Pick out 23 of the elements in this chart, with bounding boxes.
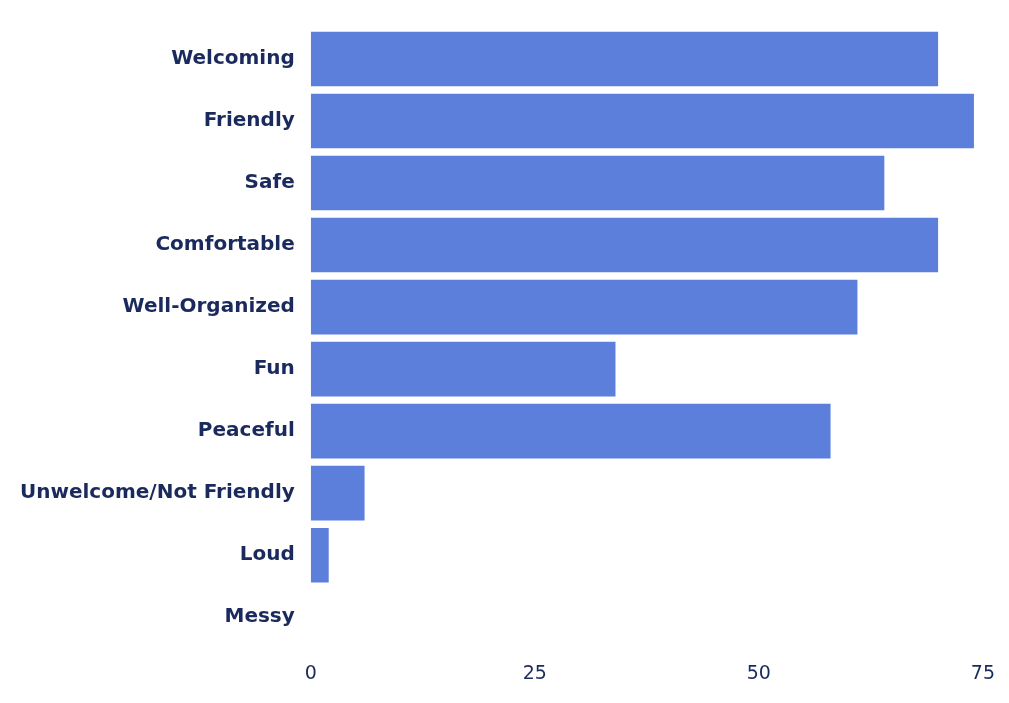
bar xyxy=(310,279,858,335)
y-tick-label: Welcoming xyxy=(171,45,295,70)
bar xyxy=(310,403,831,459)
y-tick-label: Messy xyxy=(224,603,295,628)
x-tick-label: 0 xyxy=(304,660,317,683)
x-tick-label: 50 xyxy=(746,660,771,683)
bar xyxy=(310,341,616,397)
x-tick-label: 25 xyxy=(522,660,547,683)
y-tick-label: Peaceful xyxy=(197,417,295,442)
x-tick-label: 75 xyxy=(970,660,996,683)
bar xyxy=(310,465,365,521)
bar xyxy=(310,527,329,583)
bar xyxy=(310,217,939,273)
y-tick-label: Loud xyxy=(239,541,295,566)
y-tick-label: Friendly xyxy=(203,107,295,132)
bar xyxy=(310,31,939,87)
y-tick-label: Unwelcome/Not Friendly xyxy=(20,479,295,504)
bar xyxy=(310,93,974,149)
y-tick-label: Fun xyxy=(253,355,295,380)
y-tick-label: Comfortable xyxy=(155,231,295,256)
bar xyxy=(310,155,885,211)
y-tick-label: Safe xyxy=(244,169,295,194)
y-tick-label: Well-Organized xyxy=(122,293,295,318)
